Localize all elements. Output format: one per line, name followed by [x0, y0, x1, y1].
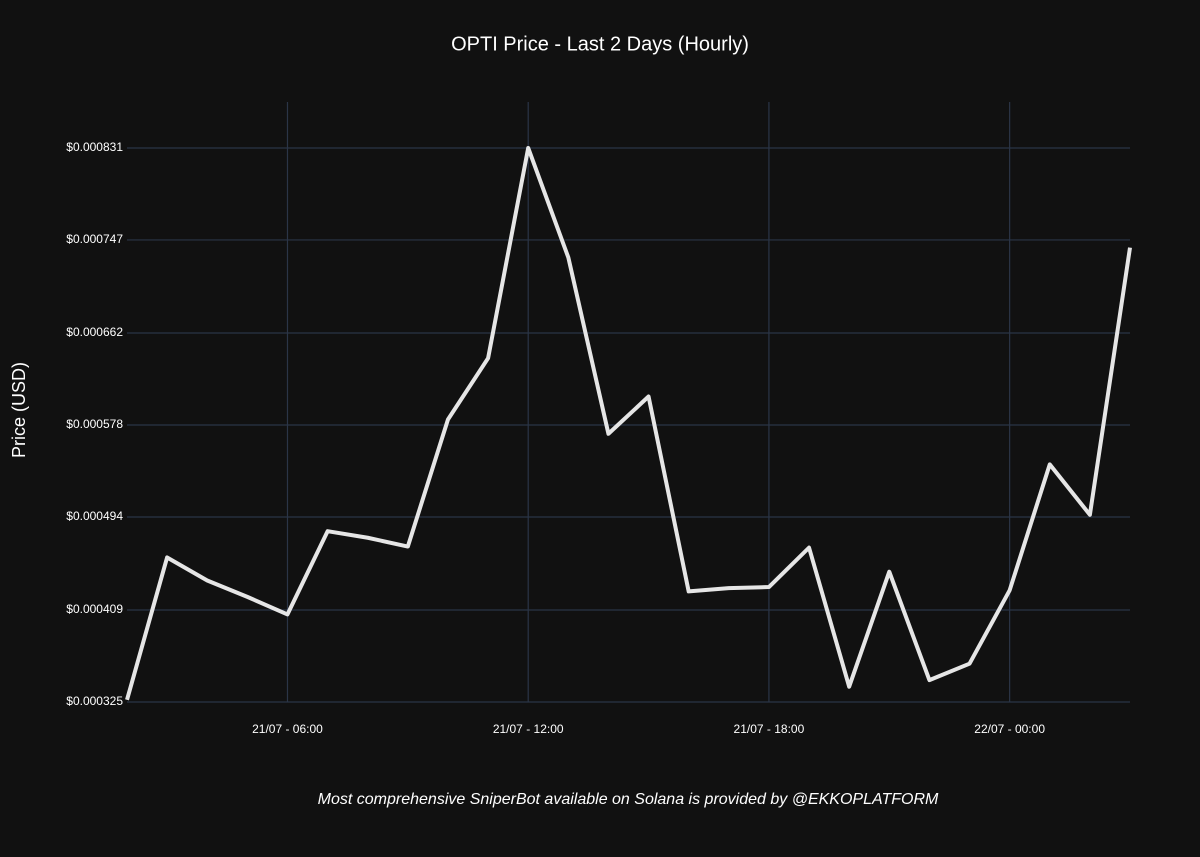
x-tick-label: 22/07 - 00:00 [974, 722, 1045, 736]
y-tick-label: $0.000747 [66, 232, 123, 246]
y-tick-label: $0.000494 [66, 509, 123, 523]
price-line [125, 145, 1132, 701]
y-tick-label: $0.000662 [66, 325, 123, 339]
y-tick-label: $0.000831 [66, 140, 123, 154]
y-tick-label: $0.000578 [66, 417, 123, 431]
x-tick-label: 21/07 - 18:00 [734, 722, 805, 736]
footer: Most comprehensive SniperBot available o… [318, 791, 939, 808]
x-tick-label: 21/07 - 12:00 [493, 722, 564, 736]
y-tick-label: $0.000325 [66, 694, 123, 708]
chart-title: OPTI Price - Last 2 Days (Hourly) [451, 33, 749, 55]
y-axis-label: Price (USD) [9, 362, 29, 458]
x-tick-label: 21/07 - 06:00 [252, 722, 323, 736]
y-tick-label: $0.000409 [66, 602, 123, 616]
